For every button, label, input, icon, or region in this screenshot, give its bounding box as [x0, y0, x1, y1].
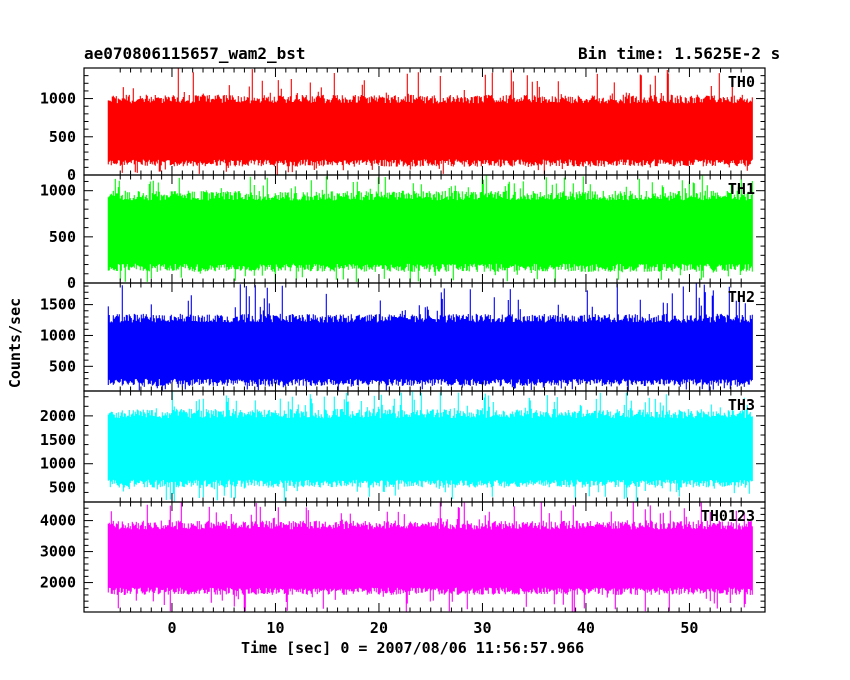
panel-th1: 0 500 1000 TH1	[40, 174, 766, 292]
panel-th0: 0 500 1000 TH0	[40, 67, 766, 184]
y-tick-label: 4000	[40, 512, 76, 530]
x-tick-label: 50	[680, 619, 698, 637]
panel-label-th3: TH3	[728, 396, 755, 414]
panel-frame	[83, 501, 766, 613]
y-tick-label: 1000	[40, 326, 76, 344]
y-tick-label: 500	[49, 357, 76, 375]
y-axis-label: Counts/sec	[6, 297, 24, 389]
y-tick-label: 0	[67, 274, 76, 292]
panel-label-th0123: TH0123	[701, 507, 755, 525]
x-tick-label: 0	[167, 619, 176, 637]
panel-th3: 500 1000 1500 2000 TH3	[40, 390, 766, 503]
panel-th2: 500 1000 1500 TH2	[40, 282, 766, 392]
y-tick-label: 0	[67, 166, 76, 184]
panel-th0123: 2000 3000 4000 TH0123	[40, 501, 766, 613]
panel-label-th1: TH1	[728, 180, 755, 198]
x-tick-label: 10	[266, 619, 284, 637]
series-line-th2	[107, 283, 753, 391]
series-line-th1	[107, 175, 753, 283]
y-tick-label: 1000	[40, 182, 76, 200]
panel-label-th0: TH0	[728, 73, 755, 91]
x-tick-label: 30	[473, 619, 491, 637]
y-tick-label: 1500	[40, 431, 76, 449]
y-tick-label: 2000	[40, 407, 76, 425]
x-axis-label: Time [sec] 0 = 2007/08/06 11:56:57.966	[241, 639, 585, 657]
y-tick-label: 500	[49, 228, 76, 246]
series-line-th0123	[107, 502, 753, 612]
series-line-th3	[107, 391, 753, 502]
y-tick-label: 500	[49, 128, 76, 146]
panel-label-th2: TH2	[728, 288, 755, 306]
y-tick-label: 2000	[40, 574, 76, 592]
chart-title-right: Bin time: 1.5625E-2 s	[578, 44, 781, 63]
y-tick-label: 500	[49, 479, 76, 497]
y-tick-label: 1000	[40, 455, 76, 473]
y-tick-label: 1000	[40, 90, 76, 108]
y-tick-label: 3000	[40, 543, 76, 561]
series-line-th0	[107, 68, 753, 175]
y-tick-label: 1500	[40, 296, 76, 314]
x-tick-label: 40	[577, 619, 595, 637]
x-tick-label: 20	[370, 619, 388, 637]
chart-title-left: ae070806115657_wam2_bst	[84, 44, 306, 63]
